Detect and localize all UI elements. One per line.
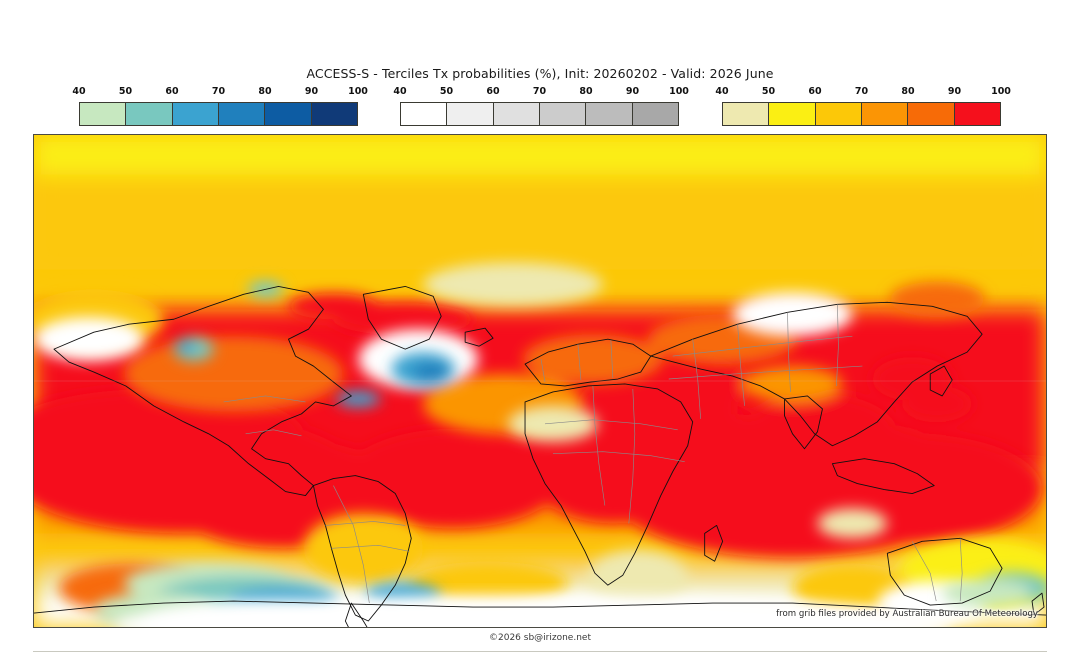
- cbar2-bin-80-90: [586, 103, 633, 125]
- cbar1-bin-70-80: [218, 103, 266, 125]
- cbar2-bin-50-60: [447, 103, 494, 125]
- cbar2-bin-90-100: [632, 103, 678, 125]
- colorbar-near-normal-swatches: [400, 102, 679, 126]
- cbar1-tick-40: 40: [72, 86, 86, 97]
- colorbar-above-normal-ticks: 40 50 60 70 80 90 100: [715, 86, 1011, 100]
- copyright-notice: ©2026 sb@irizone.net: [489, 633, 591, 643]
- cbar3-tick-80: 80: [901, 86, 915, 97]
- cbar2-bin-60-70: [493, 103, 540, 125]
- cbar3-bin-80-90: [908, 103, 955, 125]
- colorbar-above-normal: 40 50 60 70 80 90 100: [715, 86, 1011, 126]
- cbar1-tick-50: 50: [118, 86, 133, 97]
- cbar2-tick-50: 50: [439, 86, 454, 97]
- cbar3-bin-60-70: [815, 103, 862, 125]
- cbar3-bin-70-80: [861, 103, 909, 125]
- bottom-divider: [33, 651, 1047, 652]
- cbar1-bin-80-90: [265, 103, 312, 125]
- cbar2-bin-40-50: [401, 103, 448, 125]
- cbar2-tick-90: 90: [625, 86, 640, 97]
- colorbar-below-normal-swatches: [79, 102, 358, 126]
- cbar3-bin-50-60: [769, 103, 816, 125]
- cbar2-tick-70: 70: [532, 86, 547, 97]
- cbar1-tick-60: 60: [165, 86, 179, 97]
- cbar2-tick-100: 100: [669, 86, 689, 97]
- cbar2-tick-60: 60: [486, 86, 500, 97]
- cbar1-tick-90: 90: [304, 86, 319, 97]
- cbar3-tick-40: 40: [715, 86, 729, 97]
- colorbar-below-normal: 40 50 60 70 80 90 100: [72, 86, 368, 126]
- cbar1-bin-50-60: [126, 103, 173, 125]
- cbar1-tick-100: 100: [348, 86, 368, 97]
- cbar1-bin-40-50: [80, 103, 127, 125]
- colorbar-near-normal-ticks: 40 50 60 70 80 90 100: [393, 86, 689, 100]
- cbar2-tick-40: 40: [393, 86, 407, 97]
- cbar3-bin-40-50: [723, 103, 770, 125]
- grib-source-credit: from grib files provided by Australian B…: [776, 609, 1038, 619]
- cbar2-tick-80: 80: [579, 86, 593, 97]
- cbar3-tick-100: 100: [991, 86, 1011, 97]
- world-map-panel[interactable]: from grib files provided by Australian B…: [33, 134, 1047, 628]
- cbar3-tick-60: 60: [808, 86, 822, 97]
- page-title: ACCESS-S - Terciles Tx probabilities (%)…: [306, 66, 774, 81]
- colorbar-near-normal: 40 50 60 70 80 90 100: [393, 86, 689, 126]
- colorbar-below-normal-ticks: 40 50 60 70 80 90 100: [72, 86, 368, 100]
- tercile-probability-heatmap: [34, 135, 1046, 627]
- cbar1-tick-70: 70: [211, 86, 226, 97]
- cbar2-bin-70-80: [539, 103, 587, 125]
- colorbar-above-normal-swatches: [722, 102, 1001, 126]
- cbar1-bin-90-100: [311, 103, 357, 125]
- cbar3-tick-70: 70: [854, 86, 869, 97]
- cbar1-bin-60-70: [172, 103, 219, 125]
- cbar3-tick-90: 90: [947, 86, 962, 97]
- cbar3-bin-90-100: [954, 103, 1000, 125]
- cbar3-tick-50: 50: [761, 86, 776, 97]
- cbar1-tick-80: 80: [258, 86, 272, 97]
